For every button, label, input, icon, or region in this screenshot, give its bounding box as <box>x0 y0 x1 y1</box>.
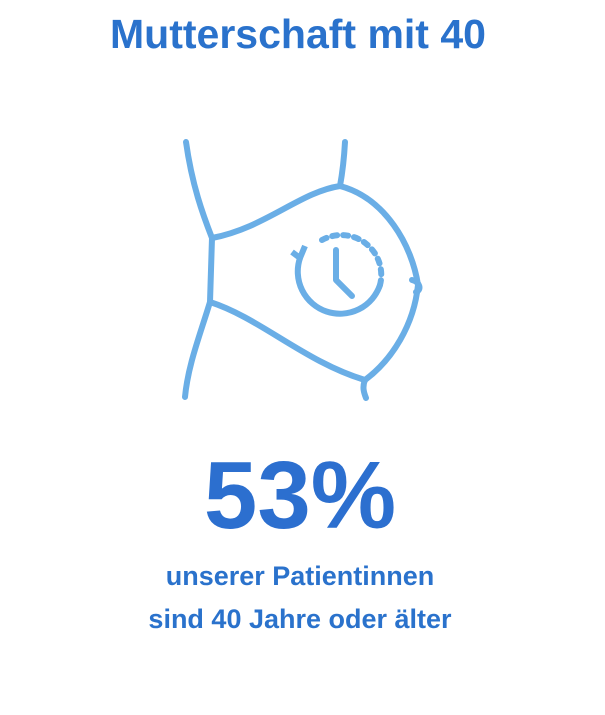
title: Mutterschaft mit 40 <box>110 11 486 57</box>
clock-icon <box>290 232 385 317</box>
torso-icon <box>182 139 423 401</box>
caption-line: unserer Patientinnen <box>166 561 435 591</box>
stat: 53% <box>204 442 396 549</box>
caption-line: sind 40 Jahre oder älter <box>148 604 452 634</box>
